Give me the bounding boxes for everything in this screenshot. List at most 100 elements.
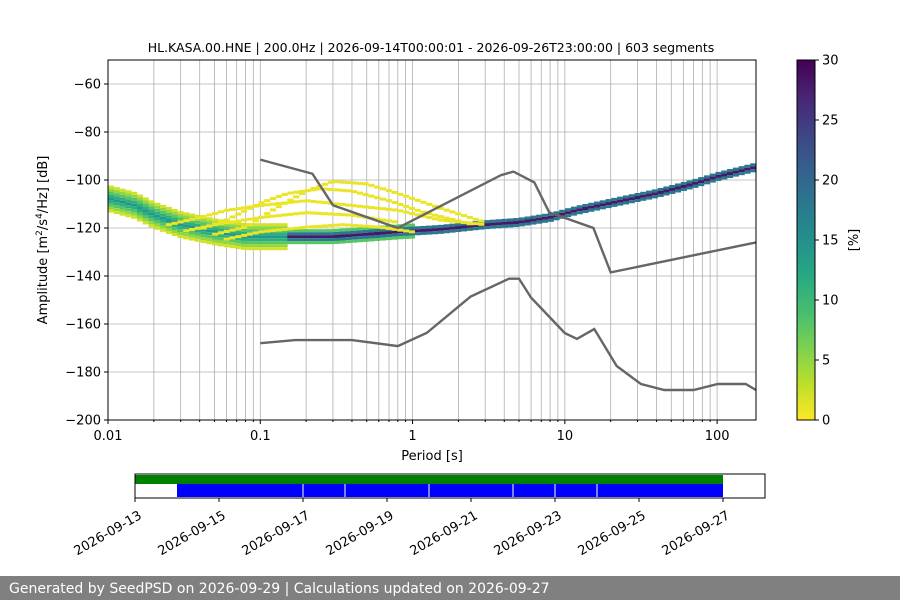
heatmap-cell xyxy=(408,223,415,227)
heatmap-cell xyxy=(466,224,473,228)
heatmap-cell xyxy=(420,210,427,214)
heatmap-cell xyxy=(270,214,277,218)
x-tick-label: 100 xyxy=(705,429,730,444)
heatmap-cell xyxy=(374,206,381,210)
heatmap-cell xyxy=(345,189,352,193)
timeline-bars xyxy=(135,475,723,497)
heatmap-cell xyxy=(622,195,630,199)
heatmap-cell xyxy=(437,230,444,234)
heatmap-cell xyxy=(223,218,230,222)
heatmap-cell xyxy=(478,222,485,226)
heatmap-cell xyxy=(310,199,317,203)
heatmap-cell xyxy=(293,212,300,216)
heatmap-cell xyxy=(663,192,670,196)
heatmap-cell xyxy=(385,199,392,203)
heatmap-cell xyxy=(339,188,346,192)
heatmap-cell xyxy=(293,195,300,199)
heatmap-cell xyxy=(391,236,398,240)
heatmap-cell xyxy=(252,203,259,207)
heatmap-cell xyxy=(351,227,358,231)
y-axis-label-part: 2 xyxy=(35,230,45,236)
heatmap-cell xyxy=(356,214,363,218)
heatmap-cell xyxy=(345,240,352,244)
heatmap-cell xyxy=(293,229,300,233)
heatmap-cell xyxy=(322,235,329,239)
heatmap-cell xyxy=(217,237,225,241)
heatmap-cell xyxy=(304,211,311,215)
heatmap-cell xyxy=(414,232,421,236)
heatmap-cell xyxy=(223,229,230,233)
heatmap-cell xyxy=(281,244,288,248)
heatmap-cell xyxy=(715,177,722,181)
heatmap-cell xyxy=(281,235,288,239)
heatmap-cell xyxy=(119,212,126,216)
heatmap-cell xyxy=(709,179,716,183)
heatmap-cell xyxy=(252,244,259,248)
heatmap-cell xyxy=(136,203,144,207)
heatmap-cell xyxy=(356,204,363,208)
heatmap-cell xyxy=(351,236,358,240)
x-axis-label: Period [s] xyxy=(401,449,463,464)
heatmap-cell xyxy=(142,212,149,216)
heatmap-cell xyxy=(345,234,352,238)
heatmap-cell xyxy=(420,225,427,229)
heatmap-cell xyxy=(287,229,294,233)
heatmap-cell xyxy=(310,229,317,233)
heatmap-cell xyxy=(657,190,664,194)
heatmap-cell xyxy=(362,224,369,228)
heatmap-cell xyxy=(750,169,757,173)
timeline-tick-label: 2026-09-17 xyxy=(240,508,313,559)
heatmap-cell xyxy=(356,227,363,231)
heatmap-cell xyxy=(298,211,306,215)
heatmap-cell xyxy=(362,226,369,230)
heatmap-cell xyxy=(385,226,392,230)
heatmap-cell xyxy=(391,233,398,237)
heatmap-cell xyxy=(385,225,392,229)
heatmap-cell xyxy=(327,241,334,245)
heatmap-cell xyxy=(217,222,225,226)
timeline-tick-label: 2026-09-13 xyxy=(72,508,145,559)
heatmap-cell xyxy=(200,222,207,226)
heatmap-cell xyxy=(397,233,404,237)
heatmap-cell xyxy=(351,181,358,185)
heatmap-cell xyxy=(148,218,155,222)
heatmap-cell xyxy=(408,226,415,230)
heatmap-cell xyxy=(252,226,259,230)
heatmap-cell xyxy=(252,241,259,245)
colorbar-tick-label: 20 xyxy=(822,174,839,189)
heatmap-cell xyxy=(241,228,248,232)
heatmap-cell xyxy=(547,215,554,219)
heatmap-cell xyxy=(605,202,612,206)
heatmap-cell xyxy=(466,227,473,231)
heatmap-cell xyxy=(131,203,138,207)
heatmap-cell xyxy=(142,203,149,207)
heatmap-cell xyxy=(391,190,398,194)
heatmap-cell xyxy=(414,208,421,212)
timeline-tick-label: 2026-09-27 xyxy=(660,508,733,559)
heatmap-cell xyxy=(565,214,572,218)
heatmap-cell xyxy=(449,210,456,214)
heatmap-cell xyxy=(264,203,271,207)
heatmap-cell xyxy=(183,229,190,233)
heatmap-cell xyxy=(189,237,196,241)
processed-data-bar xyxy=(177,484,723,497)
heatmap-cell xyxy=(108,200,115,204)
heatmap-cell xyxy=(223,237,230,241)
heatmap-cell xyxy=(582,204,589,208)
heatmap-cell xyxy=(229,242,236,246)
footer-bar: Generated by SeedPSD on 2026-09-29 | Cal… xyxy=(0,576,900,600)
heatmap-cell xyxy=(750,166,757,170)
heatmap-cell xyxy=(750,163,757,167)
heatmap-cell xyxy=(576,205,583,209)
heatmap-cell xyxy=(223,244,230,248)
heatmap-cell xyxy=(142,209,149,213)
heatmap-cell xyxy=(229,236,236,240)
heatmap-cell xyxy=(426,228,433,232)
heatmap-cell xyxy=(449,218,456,222)
psd-plot: −200 −180 −160 −140 −120 −100 −80 −60 0.01 0.1 1 1… xyxy=(35,59,757,464)
colorbar-label: [%] xyxy=(847,229,862,252)
heatmap-cell xyxy=(281,232,288,236)
heatmap-cell xyxy=(206,232,213,236)
heatmap-cell xyxy=(397,230,404,234)
heatmap-cell xyxy=(252,223,259,227)
